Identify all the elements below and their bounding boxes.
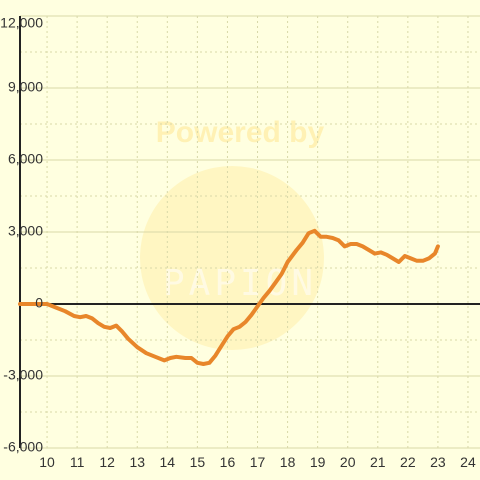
grid bbox=[20, 15, 480, 449]
x-tick-label: 22 bbox=[400, 454, 416, 470]
x-tick-label: 20 bbox=[340, 454, 356, 470]
x-tick-label: 21 bbox=[370, 454, 386, 470]
series-line bbox=[18, 228, 440, 366]
svg-text:Powered by: Powered by bbox=[156, 116, 325, 149]
x-tick-label: 12 bbox=[99, 454, 115, 470]
x-tick-label: 17 bbox=[250, 454, 266, 470]
x-tick-label: 23 bbox=[430, 454, 446, 470]
y-tick-label: 3,000 bbox=[8, 223, 43, 239]
x-tick-label: 16 bbox=[220, 454, 236, 470]
axes bbox=[19, 16, 480, 448]
y-tick-label: 12,000 bbox=[0, 15, 43, 31]
svg-text:PAPION: PAPION bbox=[163, 263, 317, 304]
x-tick-label: 18 bbox=[280, 454, 296, 470]
y-tick-label: 6,000 bbox=[8, 151, 43, 167]
y-tick-label: -6,000 bbox=[3, 439, 43, 455]
x-tick-label: 10 bbox=[39, 454, 55, 470]
x-tick-label: 19 bbox=[310, 454, 326, 470]
series-layer bbox=[18, 228, 440, 366]
y-tick-label: 0 bbox=[35, 295, 43, 311]
x-tick-label: 15 bbox=[190, 454, 206, 470]
x-tick-label: 13 bbox=[129, 454, 145, 470]
x-tick-label: 11 bbox=[70, 454, 85, 470]
y-tick-label: -3,000 bbox=[3, 367, 43, 383]
y-tick-label: 9,000 bbox=[8, 79, 43, 95]
x-tick-label: 24 bbox=[460, 454, 476, 470]
x-tick-label: 14 bbox=[160, 454, 176, 470]
